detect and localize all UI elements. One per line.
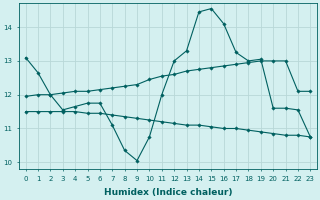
X-axis label: Humidex (Indice chaleur): Humidex (Indice chaleur)	[104, 188, 232, 197]
